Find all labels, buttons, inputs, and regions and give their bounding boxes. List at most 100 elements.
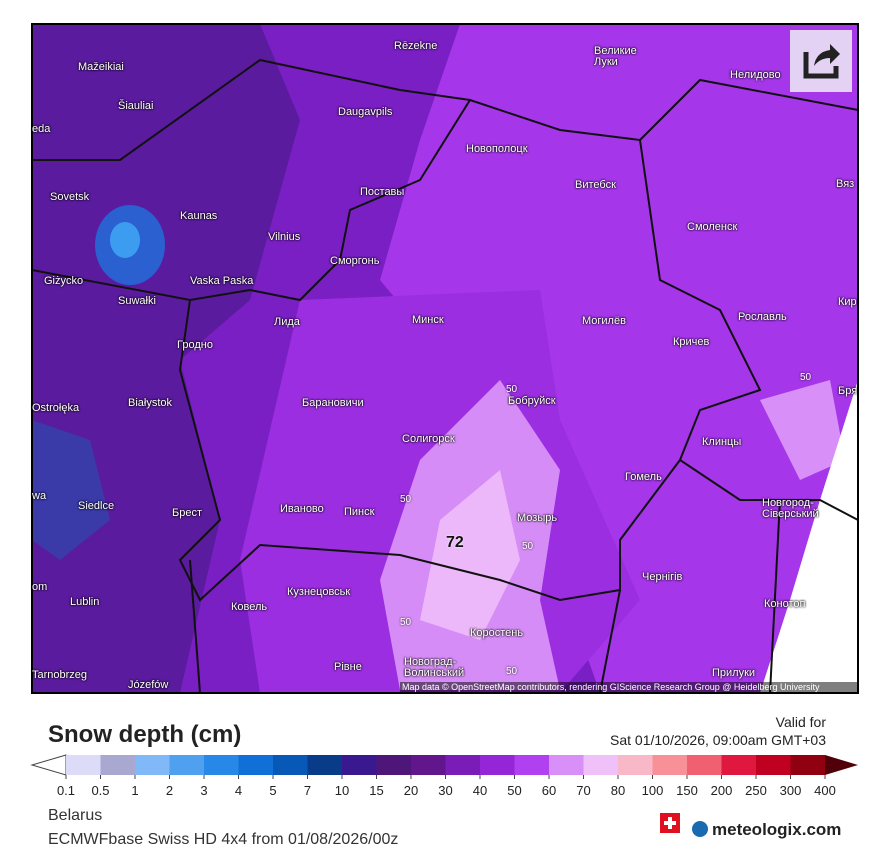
region-name: Belarus (48, 807, 102, 824)
tick-label: 0.5 (91, 783, 109, 798)
city-label: Сморгонь (330, 255, 380, 267)
city-label: Sovetsk (50, 191, 90, 203)
city-label: Giżycko (44, 275, 84, 287)
city-label: Рівне (334, 661, 362, 673)
region-light (760, 380, 845, 480)
model-run: ECMWFbase Swiss HD 4x4 from 01/08/2026/0… (48, 831, 398, 848)
region-lighter (420, 470, 520, 640)
city-label: Клинцы (702, 436, 742, 448)
color-swatch (756, 755, 791, 775)
tick-label: 100 (642, 783, 664, 798)
tick-label: 150 (676, 783, 698, 798)
tick-label: 50 (507, 783, 521, 798)
color-swatch (721, 755, 756, 775)
city-label: Мозырь (517, 512, 558, 524)
tick-label: 0.1 (57, 783, 75, 798)
attribution: Map data © OpenStreetMap contributors, r… (402, 682, 820, 692)
city-label: Чернігів (642, 571, 683, 583)
city-label: Брест (172, 507, 202, 519)
city-label: Новополоцк (466, 143, 528, 155)
city-label: Šiauliai (118, 100, 154, 112)
city-label: Rēzekne (394, 40, 438, 52)
tick-label: 2 (166, 783, 173, 798)
city-label: Конотоп (764, 598, 806, 610)
color-swatch (66, 755, 101, 775)
contour-label: 50 (522, 541, 534, 552)
city-label: Кир (838, 296, 857, 308)
color-swatch (411, 755, 446, 775)
tick-label: 300 (780, 783, 802, 798)
tick-label: 70 (576, 783, 590, 798)
color-swatch (445, 755, 480, 775)
tick-label: 400 (814, 783, 836, 798)
city-label: Бря (838, 385, 858, 397)
city-label: Могилёв (582, 315, 626, 327)
city-label: om (32, 581, 48, 593)
city-label: Вяз (836, 178, 855, 190)
brand-icon (692, 821, 708, 837)
tick-label: 60 (542, 783, 556, 798)
contour-label: 72 (446, 534, 464, 551)
under-arrow (30, 754, 67, 776)
region-blue (110, 222, 140, 258)
share-button[interactable] (790, 30, 852, 92)
contour-label: 50 (400, 617, 412, 628)
city-label: eda (32, 123, 51, 135)
color-swatch (169, 755, 204, 775)
valid-time: Sat 01/10/2026, 09:00am GMT+03 (610, 732, 826, 748)
city-label: Ковель (231, 601, 268, 613)
city-label: Витебск (575, 179, 616, 191)
city-label: Минск (412, 314, 444, 326)
borders (31, 58, 859, 694)
city-label: Suwałki (118, 295, 156, 307)
tick-label: 4 (235, 783, 242, 798)
color-swatch (480, 755, 515, 775)
city-label: Vaska Paska (190, 275, 254, 287)
tick-label: 200 (711, 783, 733, 798)
color-swatch (204, 755, 239, 775)
colorbar: 0.1 0.5 1 2 3 4 5 7 10 15 20 30 40 50 60 70 80 100 150 200 2… (30, 754, 858, 798)
tick-label: 15 (369, 783, 383, 798)
tick-label: 30 (438, 783, 452, 798)
city-label: Нелидово (730, 69, 781, 81)
city-label: Новоград- Волинський (404, 656, 465, 679)
city-label: Иваново (280, 503, 324, 515)
region-blue (32, 420, 110, 560)
city-label: Kaunas (180, 210, 218, 222)
color-swatch (514, 755, 549, 775)
valid-for: Valid for (776, 714, 827, 730)
city-label: Mažeikiai (78, 61, 124, 73)
color-swatch (307, 755, 342, 775)
city-label: Vilnius (268, 231, 301, 243)
color-swatch (583, 755, 618, 775)
city-label: Lublin (70, 596, 100, 608)
brand: meteologix.com (712, 820, 841, 839)
color-swatch (376, 755, 411, 775)
color-swatch (273, 755, 308, 775)
city-label: Гомель (625, 471, 662, 483)
city-label: Коростень (470, 627, 524, 639)
city-label: wa (32, 490, 47, 502)
city-label: Поставы (360, 186, 405, 198)
city-label: Гродно (177, 339, 213, 351)
color-swatch (238, 755, 273, 775)
city-label: Ostrołęka (32, 402, 80, 414)
city-label: Прилуки (712, 667, 756, 679)
color-swatch (652, 755, 687, 775)
city-label: Białystok (128, 397, 173, 409)
color-swatch (549, 755, 584, 775)
region-none (760, 380, 858, 693)
color-swatch (135, 755, 170, 775)
city-label: Кузнецовськ (287, 586, 351, 598)
over-arrow (825, 755, 858, 775)
tick-label: 40 (473, 783, 487, 798)
color-swatch (342, 755, 377, 775)
swiss-cross (664, 817, 676, 829)
contour-label: 50 (506, 666, 518, 677)
color-swatch (687, 755, 722, 775)
attribution-bg (400, 682, 858, 693)
city-label: Новгород- Сіверський (762, 497, 819, 520)
color-swatch (618, 755, 653, 775)
